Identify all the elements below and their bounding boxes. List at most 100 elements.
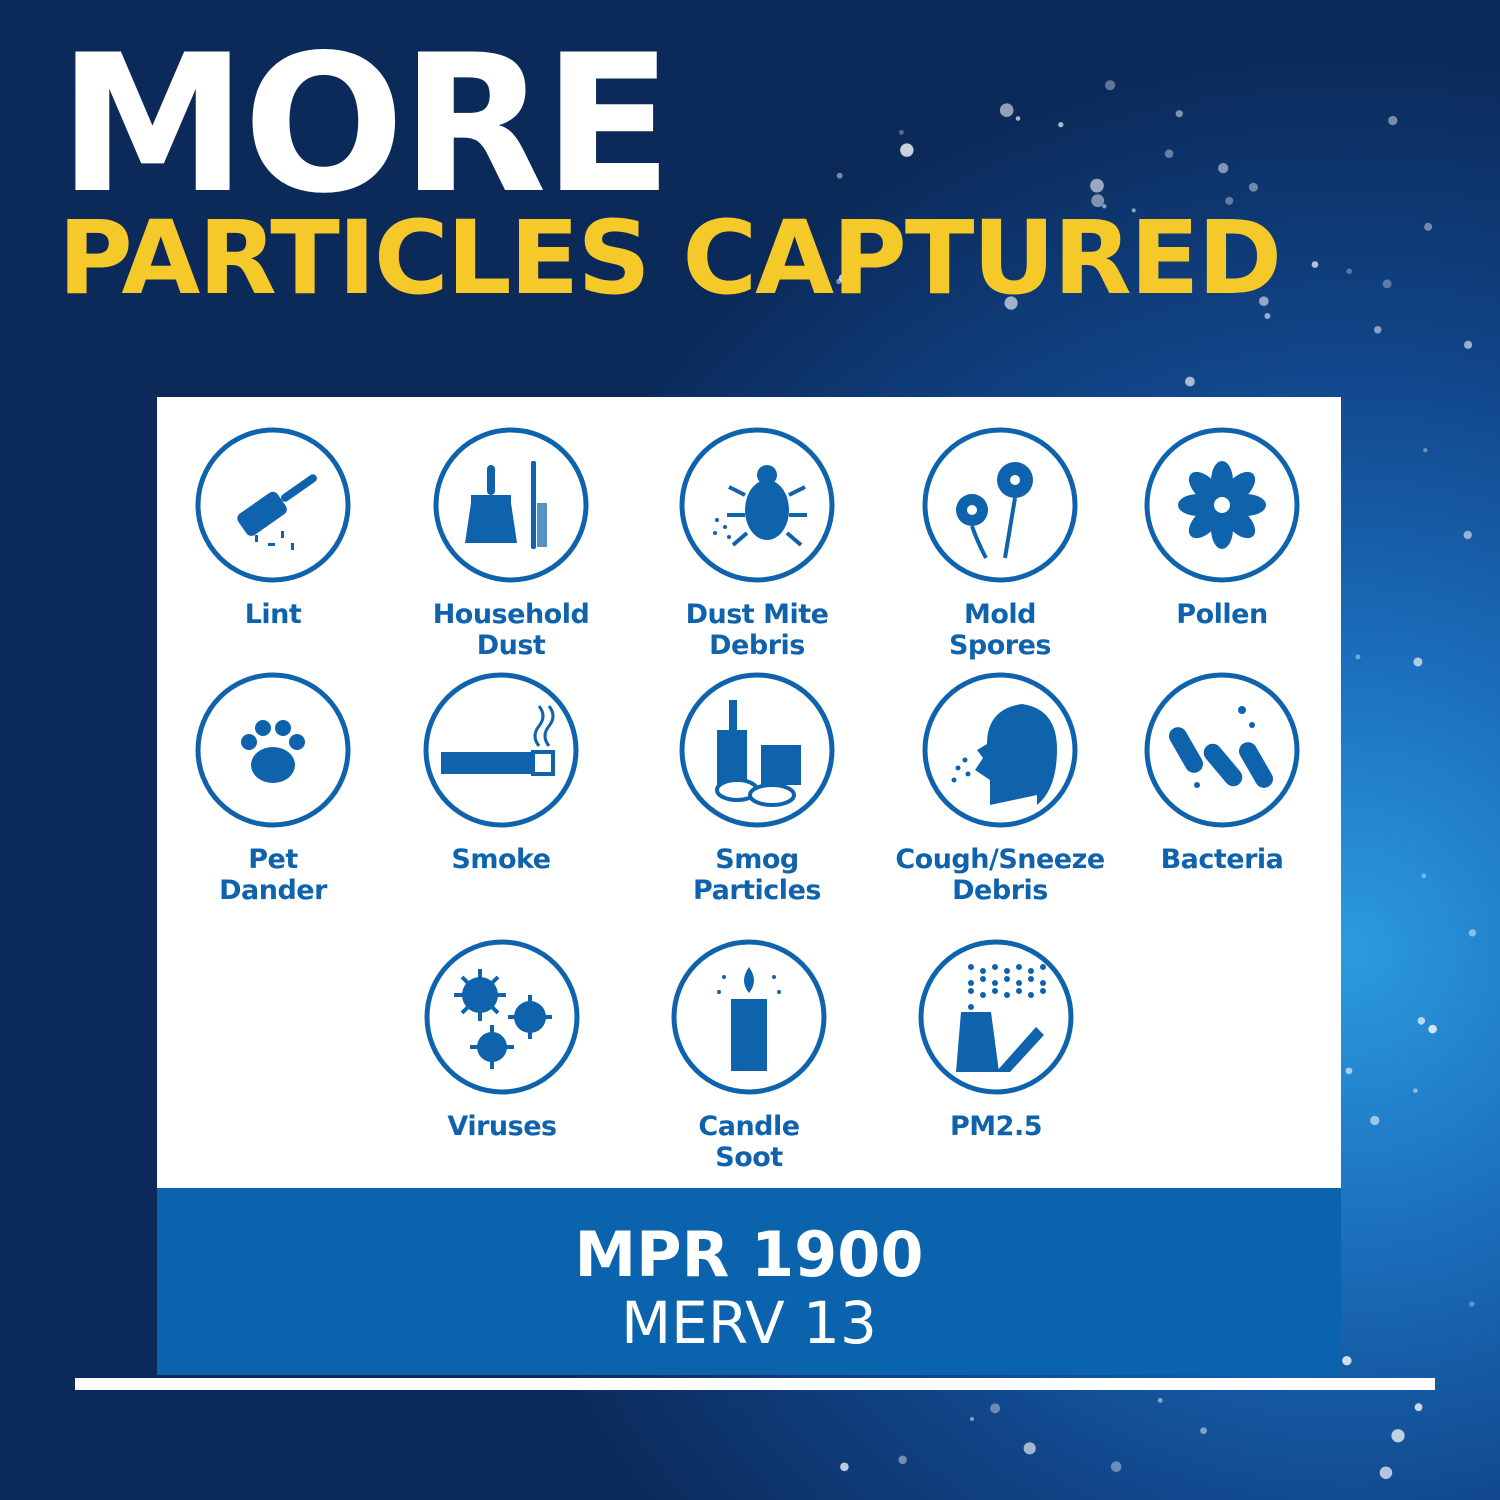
sneeze-face-icon (922, 672, 1078, 828)
particle-dot (1355, 654, 1361, 660)
cigarette-icon (423, 672, 579, 828)
particle-dot (1345, 1067, 1353, 1075)
particle-label: Cough/Sneeze Debris (880, 844, 1120, 906)
particle-dot (1413, 657, 1423, 667)
particle-dot (1105, 80, 1116, 91)
particle-dot (836, 172, 843, 179)
label-line-1: Pollen (1176, 599, 1268, 630)
particle-item: Candle Soot (629, 937, 869, 1173)
mold-flowers-icon (922, 427, 1078, 583)
particle-item: Smoke (381, 670, 621, 875)
particle-dot (1464, 340, 1473, 349)
particle-dot (1370, 1115, 1380, 1126)
label-line-2: Soot (715, 1142, 783, 1173)
particle-dot (990, 1403, 1001, 1414)
particle-dot (1424, 222, 1433, 231)
particle-label: PM2.5 (876, 1111, 1116, 1142)
mpr-rating: MPR 1900 (574, 1218, 924, 1291)
particle-label: Smog Particles (637, 844, 877, 906)
lint-roller-icon (195, 427, 351, 583)
particle-item: Pollen (1102, 425, 1342, 630)
particle-dot (1248, 182, 1258, 192)
particle-dot (1342, 1355, 1352, 1366)
headline-particles-captured: PARTICLES CAPTURED (58, 199, 1282, 318)
particle-item: Dust Mite Debris (637, 425, 877, 661)
label-line-2: Dust (476, 630, 546, 661)
particle-label: Pet Dander (153, 844, 393, 906)
particle-dot (1428, 1024, 1437, 1034)
label-line-1: Household (432, 599, 590, 630)
particle-dot (1175, 110, 1183, 118)
label-line-1: Pet (248, 844, 298, 875)
particle-dot (1382, 279, 1392, 289)
particle-dot (1259, 296, 1269, 306)
dustpan-brush-icon (433, 427, 589, 583)
smog-city-icon (679, 672, 835, 828)
particle-label: Lint (153, 599, 393, 630)
particle-item: Smog Particles (637, 670, 877, 906)
particle-dot (1413, 1088, 1418, 1093)
particle-item: Cough/Sneeze Debris (880, 670, 1120, 906)
particle-dot (900, 143, 914, 157)
label-line-2: Debris (952, 875, 1048, 906)
headline-more: MORE (58, 14, 673, 235)
particle-dot (1379, 1466, 1393, 1479)
particle-dot (1110, 1461, 1122, 1472)
particle-dot (1468, 1301, 1475, 1307)
label-line-1: Smoke (451, 844, 551, 875)
bacteria-icon (1144, 672, 1300, 828)
particle-dot (1391, 1429, 1405, 1443)
particle-dot (1421, 873, 1427, 879)
particle-dot (970, 1416, 975, 1422)
smokestack-icon (918, 939, 1074, 1095)
label-line-1: Dust Mite (685, 599, 829, 630)
particle-label: Mold Spores (880, 599, 1120, 661)
pollen-flower-icon (1144, 427, 1300, 583)
particle-dot (836, 278, 842, 285)
particles-card: Lint Household Dust Dust Mite Debris Mold S… (157, 397, 1341, 1375)
label-line-1: Bacteria (1160, 844, 1284, 875)
label-line-1: PM2.5 (950, 1111, 1043, 1142)
virus-icon (424, 939, 580, 1095)
particle-dot (1311, 261, 1319, 268)
particle-item: PM2.5 (876, 937, 1116, 1142)
particle-dot (838, 274, 847, 283)
particle-dot (1091, 194, 1105, 208)
paw-print-icon (195, 672, 351, 828)
particle-dot (1374, 326, 1382, 334)
particle-dot (1102, 204, 1107, 209)
label-line-2: Particles (693, 875, 821, 906)
particle-item: Lint (153, 425, 393, 630)
particle-label: Pollen (1102, 599, 1342, 630)
particle-dot (1090, 178, 1104, 193)
particle-dot (999, 103, 1014, 118)
particle-dot (1346, 268, 1353, 275)
particle-dot (1200, 1427, 1207, 1435)
particle-dot (1164, 149, 1174, 158)
particle-dot (1264, 313, 1271, 320)
particle-dot (1468, 929, 1477, 937)
particle-label: Dust Mite Debris (637, 599, 877, 661)
particle-label: Bacteria (1102, 844, 1342, 875)
label-line-1: Viruses (447, 1111, 557, 1142)
particle-label: Candle Soot (629, 1111, 869, 1173)
particle-dot (1218, 162, 1229, 174)
dust-mite-icon (679, 427, 835, 583)
particle-dot (1058, 122, 1064, 128)
particle-item: Pet Dander (153, 670, 393, 906)
particle-dot (1417, 1016, 1426, 1025)
particle-label: Household Dust (391, 599, 631, 661)
label-line-1: Lint (244, 599, 302, 630)
rating-band: MPR 1900 MERV 13 (157, 1188, 1341, 1375)
particle-dot (1423, 448, 1428, 453)
label-line-2: Dander (219, 875, 327, 906)
particle-dot (1015, 116, 1021, 121)
particle-dot (898, 1455, 907, 1465)
particle-dot (1023, 1442, 1036, 1455)
particle-dot (1414, 1403, 1423, 1412)
particle-dot (1185, 376, 1195, 387)
label-line-1: Candle (698, 1111, 800, 1142)
particle-item: Mold Spores (880, 425, 1120, 661)
particle-dot (1131, 208, 1136, 213)
